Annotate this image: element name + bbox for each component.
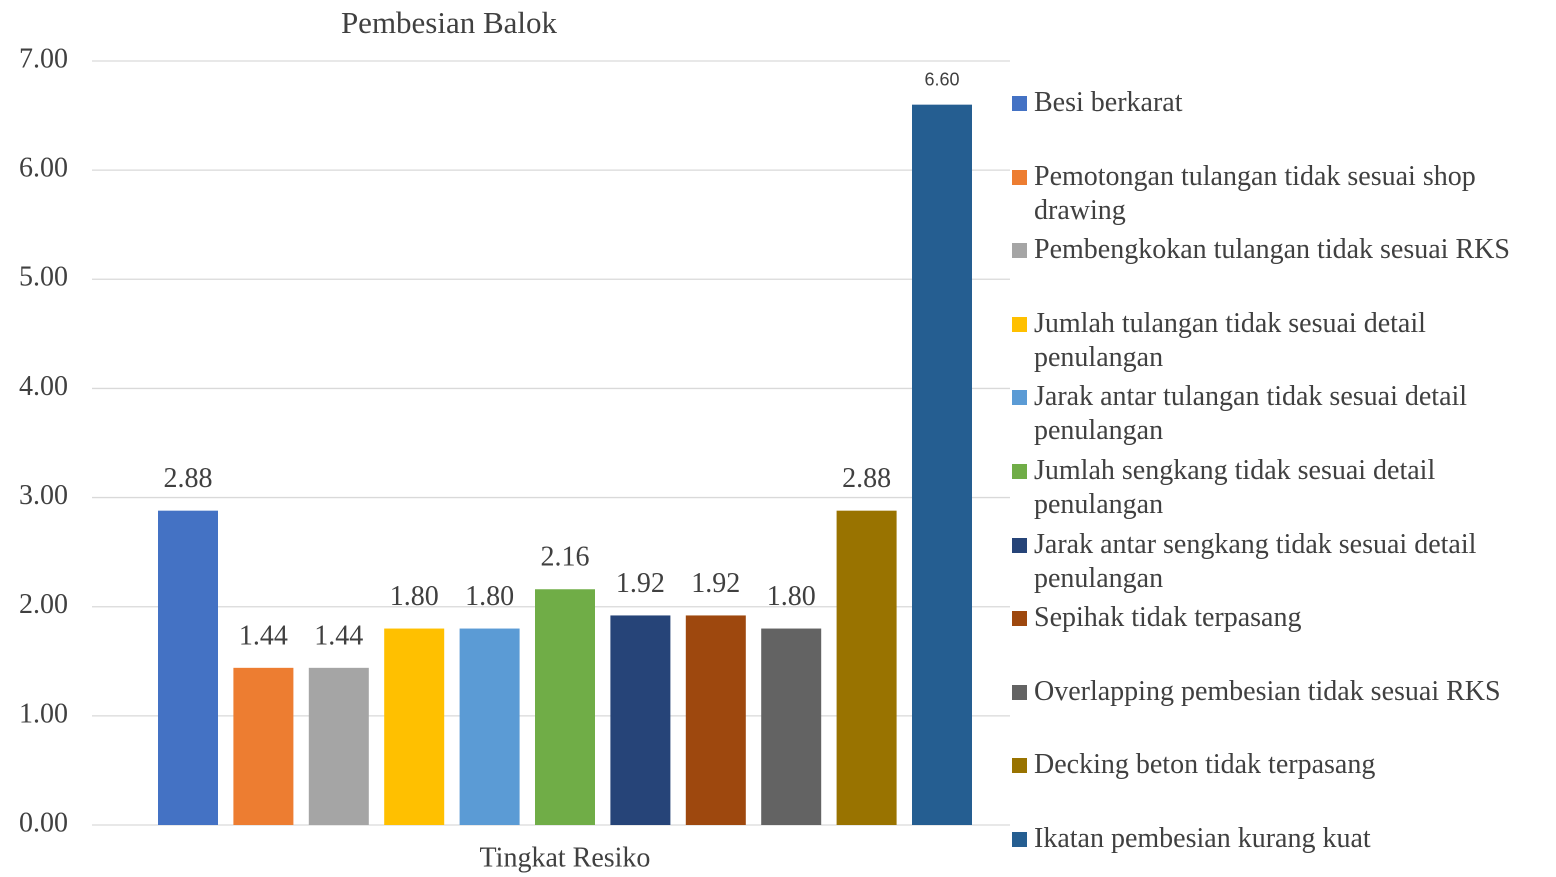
legend-swatch [1012,537,1027,553]
legend-swatch [1012,169,1027,185]
bar [384,628,445,825]
legend-label: Pemotongan tulangan tidak sesuai shop dr… [1034,160,1476,226]
bar [912,104,972,825]
legend-label: Jarak antar tulangan tidak sesuai detail… [1034,381,1468,447]
bar [535,589,595,825]
legend-swatch [1012,316,1027,332]
y-tick-label: 0.00 [19,807,68,838]
bar [836,510,897,825]
y-tick-label: 1.00 [19,698,68,729]
data-label: 2.88 [842,463,891,494]
data-label: 1.92 [691,568,740,599]
legend-entry: Overlapping pembesian tidak sesuai RKS [1012,675,1552,709]
legend-swatch [1012,832,1027,847]
legend-swatch [1012,464,1027,479]
legend-label: Jumlah tulangan tidak sesuai detail penu… [1034,307,1426,373]
legend-entry: Pembengkokan tulangan tidak sesuai RKS [1012,233,1552,267]
legend-entry: Jarak antar sengkang tidak sesuai detail… [1012,528,1552,596]
bar [233,667,294,825]
legend-entry: Besi berkarat [1012,86,1552,120]
data-label: 1.80 [390,581,439,612]
legend-swatch [1012,96,1027,111]
legend-label: Ikatan pembesian kurang kuat [1034,823,1371,854]
y-tick-label: 7.00 [19,43,68,74]
y-tick-label: 4.00 [19,371,68,402]
y-tick-label: 2.00 [19,589,68,620]
legend-label: Pembengkokan tulangan tidak sesuai RKS [1034,234,1510,266]
legend-swatch [1012,611,1027,627]
legend-label: Overlapping pembesian tidak sesuai RKS [1034,675,1501,707]
legend-entry: Pemotongan tulangan tidak sesuai shop dr… [1012,160,1552,228]
legend-label: Jumlah sengkang tidak sesuai detail penu… [1034,455,1436,520]
bar [685,615,746,825]
data-label: 2.88 [164,463,213,494]
legend-entry: Sepihak tidak terpasang [1012,601,1552,635]
legend-swatch [1012,684,1027,700]
y-tick-label: 6.00 [19,153,68,184]
bar [459,628,520,825]
bar [308,667,369,825]
data-label: 1.80 [767,581,816,612]
bar [761,628,822,825]
legend-swatch [1012,390,1027,406]
legend-label: Decking beton tidak terpasang [1034,749,1376,781]
data-label: 1.92 [616,568,665,599]
legend-entry: Jumlah sengkang tidak sesuai detail penu… [1012,454,1552,522]
legend-swatch [1012,243,1027,259]
chart-title: Pembesian Balok [341,5,558,40]
data-label: 6.60 [924,69,959,89]
bar [158,510,218,825]
legend-label: Sepihak tidak terpasang [1034,602,1302,634]
data-label: 2.16 [541,542,590,573]
data-label: 1.44 [239,620,288,651]
y-tick-label: 5.00 [19,262,68,293]
legend-entry: Ikatan pembesian kurang kuat [1012,822,1552,856]
legend-entry: Jarak antar tulangan tidak sesuai detail… [1012,380,1552,448]
x-axis-label: Tingkat Resiko [480,842,651,873]
data-label: 1.80 [465,581,514,612]
legend-swatch [1012,758,1027,774]
bar [610,615,671,825]
legend-entry: Decking beton tidak terpasang [1012,748,1552,782]
legend-label: Besi berkarat [1034,87,1183,118]
legend-label: Jarak antar sengkang tidak sesuai detail… [1034,528,1477,594]
legend-entry: Jumlah tulangan tidak sesuai detail penu… [1012,307,1552,375]
data-label: 1.44 [314,620,363,651]
y-tick-label: 3.00 [19,480,68,511]
